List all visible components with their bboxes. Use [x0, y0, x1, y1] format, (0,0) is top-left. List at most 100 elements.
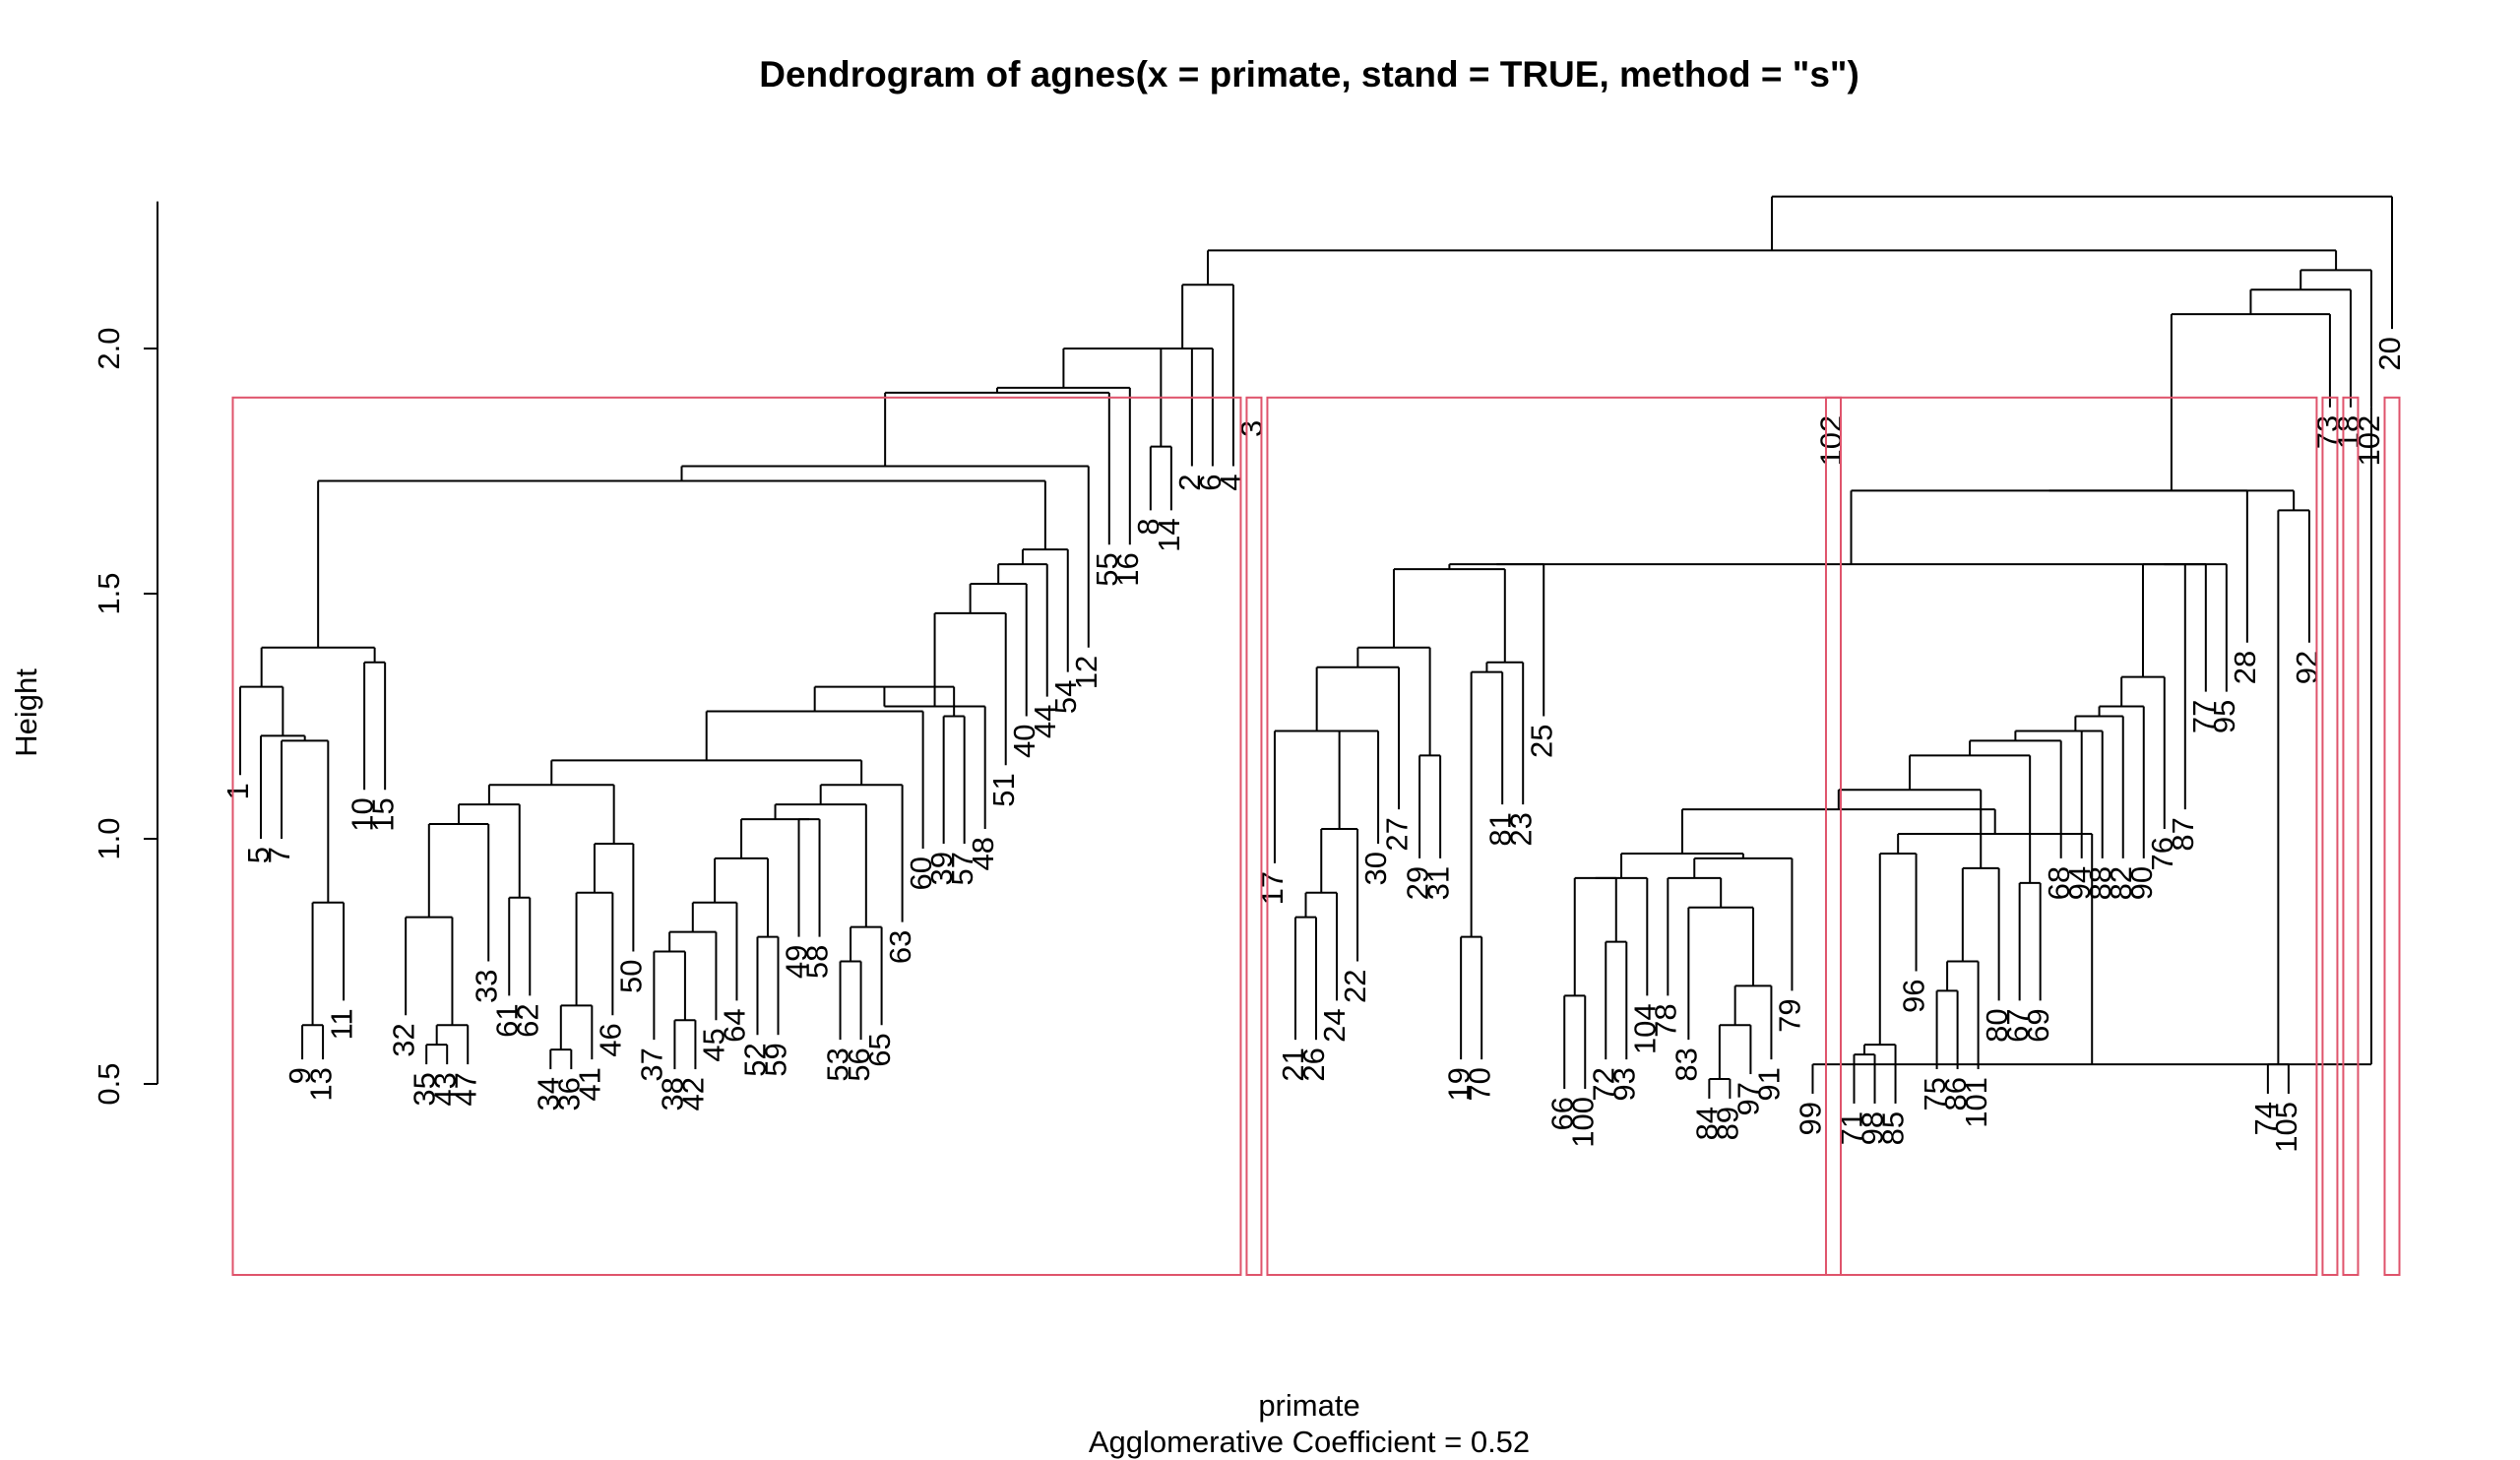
leaf-label: 2: [1172, 475, 1207, 491]
leaf-label: 8: [1131, 518, 1166, 535]
leaf-label: 67: [2000, 1008, 2035, 1042]
leaf-label: 39: [924, 852, 959, 885]
leaf-label: 80: [1980, 1008, 2014, 1042]
leaf-label: 62: [510, 1003, 544, 1037]
leaf-label: 104: [1627, 1003, 1662, 1054]
leaf-label: 95: [2207, 700, 2241, 733]
leaf-label: 15: [365, 797, 400, 831]
leaf-label: 56: [842, 1047, 876, 1081]
leaf-label: 59: [759, 1043, 793, 1076]
leaf-label: 77: [2186, 700, 2221, 733]
leaf-label: 69: [2021, 1008, 2055, 1042]
leaf-label: 55: [1090, 552, 1124, 586]
leaf-label: 34: [531, 1077, 565, 1111]
chart-title: Dendrogram of agnes(x = primate, stand =…: [759, 54, 1859, 95]
leaf-label: 60: [904, 857, 938, 890]
cluster-rect: [231, 396, 1242, 1276]
cluster-rect: [1245, 396, 1263, 1276]
leaf-label: 25: [1524, 725, 1558, 758]
leaf-label: 89: [1711, 1107, 1745, 1140]
leaf-label: 49: [780, 945, 814, 979]
leaf-label: 42: [676, 1077, 711, 1111]
leaf-label: 92: [2290, 651, 2324, 684]
leaf-label: 7: [262, 847, 296, 863]
leaf-label: 20: [2372, 337, 2407, 370]
cluster-rect: [1824, 396, 1842, 1276]
leaf-label: 35: [407, 1072, 441, 1106]
y-tick-label: 2.0: [92, 327, 126, 369]
leaf-label: 13: [303, 1067, 338, 1101]
leaf-label: 14: [1152, 518, 1186, 551]
leaf-label: 66: [1544, 1097, 1579, 1130]
cluster-rect: [1266, 396, 2318, 1276]
leaf-label: 50: [614, 960, 649, 993]
leaf-label: 5: [241, 847, 276, 863]
leaf-label: 37: [635, 1047, 669, 1081]
leaf-label: 65: [862, 1033, 897, 1066]
leaf-label: 63: [883, 930, 917, 964]
x-axis-label: primate: [1258, 1388, 1360, 1423]
leaf-label: 28: [2228, 651, 2262, 684]
leaf-label: 72: [1586, 1067, 1620, 1101]
leaf-label: 43: [427, 1072, 462, 1106]
leaf-label: 81: [1482, 812, 1517, 846]
leaf-label: 16: [1110, 552, 1145, 586]
leaf-label: 99: [1794, 1102, 1828, 1135]
leaf-label: 102: [2352, 415, 2386, 467]
leaf-label: 52: [738, 1043, 773, 1076]
leaf-label: 100: [1565, 1097, 1600, 1148]
leaf-label: 102: [1814, 415, 1849, 467]
leaf-label: 4: [1214, 475, 1248, 491]
leaf-label: 11: [324, 1008, 358, 1040]
leaf-label: 36: [551, 1077, 586, 1111]
y-tick-label: 0.5: [92, 1062, 126, 1105]
leaf-label: 96: [1897, 979, 1931, 1012]
leaf-label: 26: [1296, 1047, 1331, 1081]
leaf-label: 45: [697, 1028, 731, 1061]
cluster-rect: [2342, 396, 2360, 1276]
leaf-label: 22: [1338, 970, 1372, 1003]
leaf-label: 54: [1048, 680, 1083, 714]
leaf-label: 38: [656, 1077, 690, 1111]
leaf-label: 105: [2269, 1102, 2303, 1153]
leaf-label: 3: [1234, 420, 1269, 437]
leaf-label: 82: [2104, 866, 2138, 900]
leaf-label: 33: [469, 970, 503, 1003]
leaf-label: 24: [1317, 1008, 1352, 1042]
leaf-label: 31: [1420, 866, 1455, 900]
leaf-label: 48: [966, 837, 1000, 870]
leaf-label: 86: [1938, 1077, 1973, 1111]
leaf-label: 19: [1441, 1067, 1476, 1101]
leaf-label: 30: [1358, 852, 1393, 885]
y-tick-label: 1.5: [92, 572, 126, 614]
leaf-label: 75: [1918, 1077, 1952, 1111]
leaf-label: 78: [1649, 1003, 1683, 1037]
leaf-label: 12: [1069, 656, 1103, 689]
leaf-label: 32: [386, 1023, 420, 1056]
leaf-label: 88: [2083, 866, 2117, 900]
leaf-label: 46: [594, 1023, 628, 1056]
leaf-label: 40: [1007, 725, 1041, 758]
leaf-label: 91: [1752, 1067, 1787, 1101]
leaf-label: 98: [1856, 1111, 1890, 1145]
leaf-label: 68: [2042, 866, 2076, 900]
leaf-label: 101: [1959, 1077, 1993, 1128]
leaf-label: 70: [1462, 1067, 1496, 1101]
leaf-label: 83: [1670, 1047, 1704, 1081]
leaf-label: 29: [1400, 866, 1434, 900]
leaf-label: 23: [1503, 812, 1538, 846]
leaf-label: 94: [2062, 866, 2097, 900]
leaf-label: 74: [2248, 1102, 2283, 1135]
leaf-label: 61: [489, 1003, 524, 1037]
leaf-label: 51: [986, 773, 1021, 806]
leaf-label: 85: [1876, 1111, 1911, 1145]
leaf-label: 57: [945, 852, 979, 885]
leaf-label: 17: [1255, 871, 1290, 905]
leaf-label: 93: [1606, 1067, 1641, 1101]
cluster-rect: [2383, 396, 2401, 1276]
leaf-label: 6: [1193, 475, 1228, 491]
leaf-label: 1: [220, 783, 255, 799]
leaf-label: 27: [1379, 817, 1414, 851]
leaf-label: 53: [821, 1047, 855, 1081]
